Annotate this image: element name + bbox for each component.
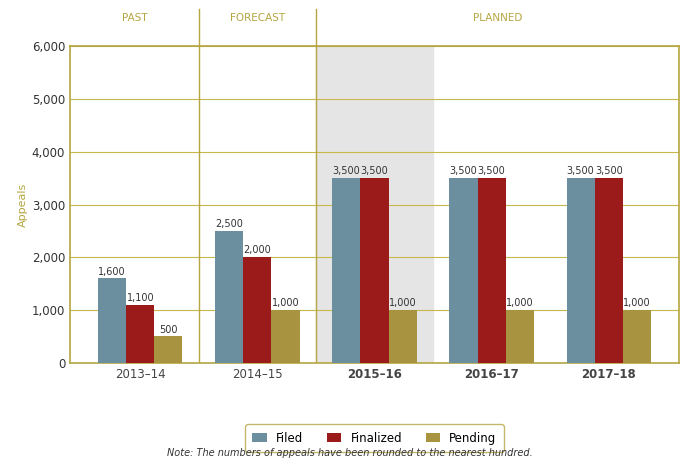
Text: PLANNED: PLANNED <box>473 13 522 23</box>
Text: 1,100: 1,100 <box>127 293 154 303</box>
Bar <box>272 310 300 363</box>
Text: 3,500: 3,500 <box>595 166 622 176</box>
Bar <box>126 305 154 363</box>
Text: 2,000: 2,000 <box>244 246 272 255</box>
Text: 3,500: 3,500 <box>477 166 505 176</box>
Text: PAST: PAST <box>122 13 147 23</box>
Text: FORECAST: FORECAST <box>230 13 285 23</box>
Text: 1,000: 1,000 <box>506 298 533 308</box>
Bar <box>595 178 623 363</box>
Text: 3,500: 3,500 <box>360 166 388 176</box>
Bar <box>477 178 505 363</box>
Text: 3,500: 3,500 <box>332 166 360 176</box>
Text: 3,500: 3,500 <box>567 166 594 176</box>
Y-axis label: Appeals: Appeals <box>18 182 27 227</box>
Text: 1,000: 1,000 <box>272 298 300 308</box>
Text: 1,000: 1,000 <box>623 298 651 308</box>
Text: Note: The numbers of appeals have been rounded to the nearest hundred.: Note: The numbers of appeals have been r… <box>167 448 533 458</box>
Bar <box>244 257 272 363</box>
Text: 2,500: 2,500 <box>216 219 243 229</box>
Bar <box>449 178 477 363</box>
Bar <box>389 310 416 363</box>
Text: 3,500: 3,500 <box>449 166 477 176</box>
Legend: Filed, Finalized, Pending: Filed, Finalized, Pending <box>245 425 504 452</box>
Bar <box>505 310 534 363</box>
Bar <box>566 178 595 363</box>
Text: 1,000: 1,000 <box>389 298 416 308</box>
Bar <box>154 336 183 363</box>
Bar <box>316 46 433 363</box>
Bar <box>332 178 360 363</box>
Bar <box>360 178 388 363</box>
Bar <box>98 279 126 363</box>
Text: 500: 500 <box>159 325 178 334</box>
Bar <box>623 310 651 363</box>
Bar <box>215 231 244 363</box>
Text: 1,600: 1,600 <box>98 266 126 277</box>
